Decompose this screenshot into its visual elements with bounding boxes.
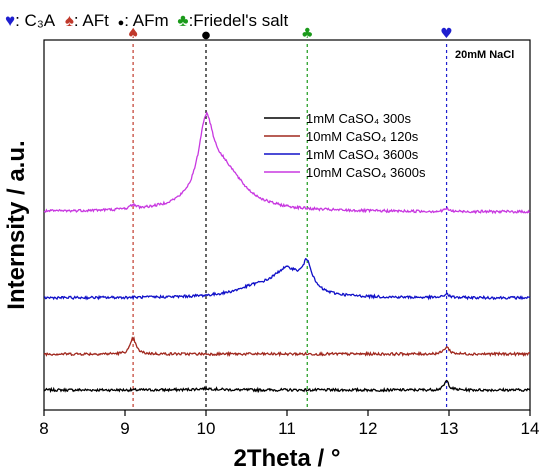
reference-lines: ♠ ● ♣ ♥ [127,26,453,410]
phase-key-label-c3a: : C₃A [15,11,56,30]
series-line [43,379,531,394]
phase-key-symbol-aft: ♠ [65,11,74,30]
legend-label: 1mM CaSO₄ 300s [306,111,412,126]
annotation-text: 20mM NaCl [455,49,514,61]
y-axis-label: Internsity / a.u. [3,140,30,309]
reference-symbol: ♠ [127,26,140,42]
legend-label: 10mM CaSO₄ 3600s [306,165,426,180]
phase-key: ♥: C₃A ♠: AFt ●: AFm ♣:Friedel's salt [5,11,288,30]
reference-symbol: ● [202,30,211,41]
phase-key-symbol-c3a: ♥ [5,11,15,30]
phase-key-label-aft: : AFt [74,11,109,30]
x-axis-label: 2Theta / ° [234,445,341,472]
x-tick-label: 12 [359,419,378,438]
legend: 1mM CaSO₄ 300s 10mM CaSO₄ 120s 1mM CaSO₄ 3… [264,111,426,180]
x-tick-label: 13 [440,419,459,438]
x-tick-label: 14 [521,419,540,438]
legend-label: 1mM CaSO₄ 3600s [306,147,419,162]
x-tick-label: 9 [120,419,129,438]
x-axis-ticks: 8 9 10 11 12 13 14 [39,410,539,438]
legend-label: 10mM CaSO₄ 120s [306,129,419,144]
phase-key-symbol-friedel: ♣ [177,11,188,30]
x-tick-label: 10 [197,419,216,438]
reference-symbol: ♣ [301,26,314,42]
series-line [43,336,531,358]
x-tick-label: 11 [278,419,296,438]
phase-key-label-afm: : AFm [124,11,168,30]
phase-key-symbol-afm: ● [118,17,125,29]
svg-text:♥: C₃A ♠: AFt ●: A: ♥: C₃A ♠: AFt ●: AFm ♣:Friedel's salt [5,11,288,30]
series-line [44,257,531,301]
series-lines [43,111,531,394]
x-tick-label: 8 [39,419,48,438]
reference-symbol: ♥ [440,26,453,42]
phase-key-label-friedel: :Friedel's salt [189,11,289,30]
series-line [43,111,531,215]
